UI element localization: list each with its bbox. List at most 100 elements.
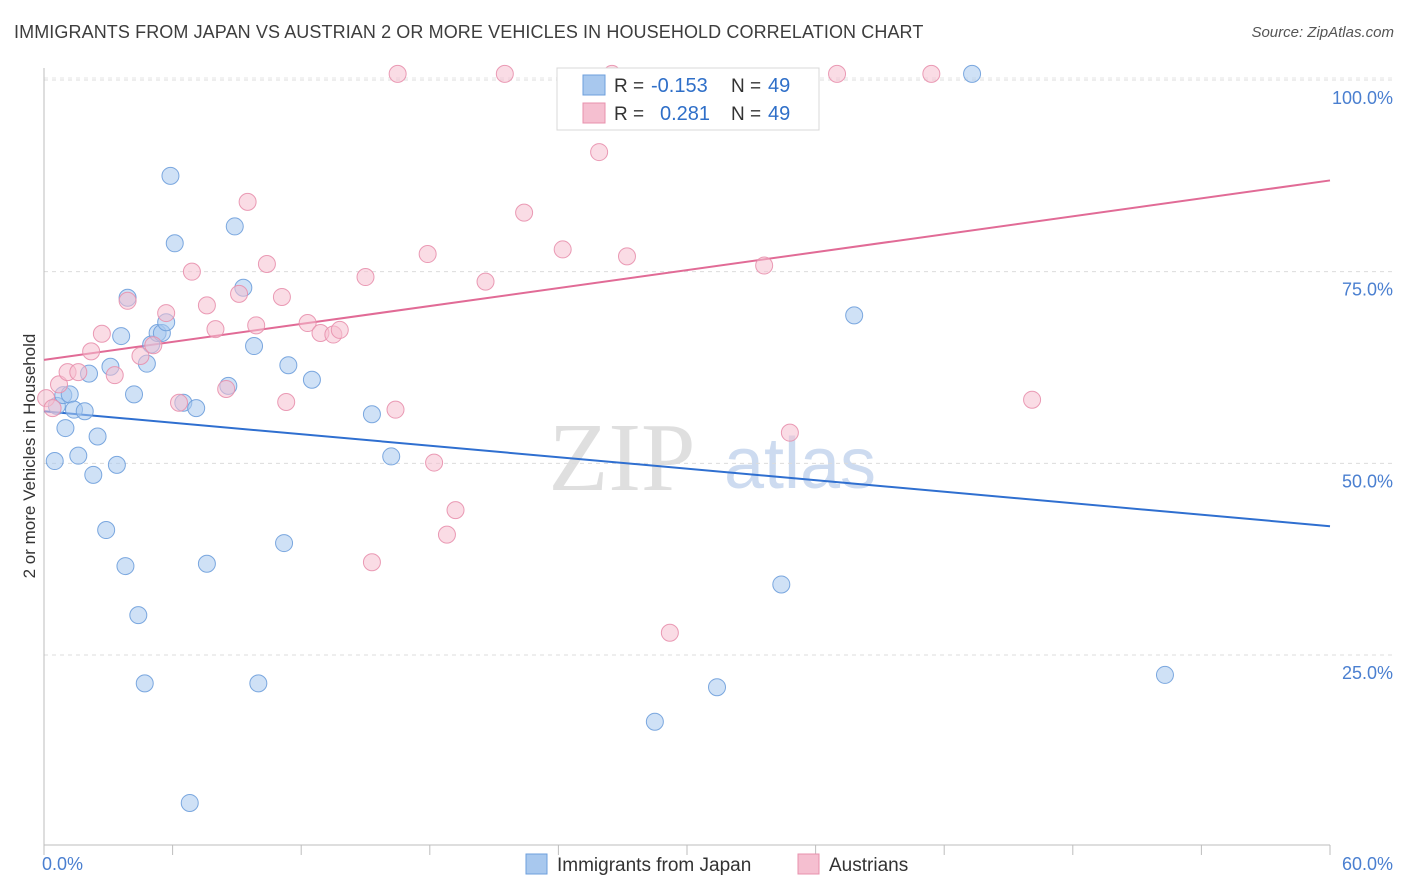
point-austrians — [495, 64, 514, 83]
legend-label-austrians: Austrians — [829, 855, 908, 876]
grid-lines — [44, 77, 1392, 656]
stats-r-label-austrians: R = — [614, 104, 644, 125]
y-tick-label: 25.0% — [1342, 663, 1393, 683]
point-austrians — [386, 400, 405, 419]
x-tick-label: 60.0% — [1342, 854, 1393, 874]
point-austrians — [425, 453, 444, 472]
tick-labels: 25.0% 50.0% 75.0% 100.0% 0.0% 60.0% — [42, 88, 1393, 874]
point-japan — [112, 327, 131, 346]
point-austrians — [247, 316, 266, 335]
point-austrians — [197, 296, 216, 315]
point-austrians — [590, 143, 609, 162]
y-tick-label: 100.0% — [1332, 88, 1393, 108]
point-japan — [161, 166, 180, 185]
point-japan — [180, 793, 199, 812]
point-austrians — [298, 314, 317, 333]
legend-swatch-austrians — [797, 853, 820, 875]
point-japan — [275, 534, 294, 553]
y-tick-label: 75.0% — [1342, 280, 1393, 300]
point-japan — [165, 234, 184, 253]
point-japan — [56, 419, 75, 438]
point-japan — [97, 521, 116, 540]
point-japan — [845, 306, 864, 325]
point-austrians — [206, 320, 225, 339]
point-japan — [249, 674, 268, 693]
point-austrians — [92, 324, 111, 343]
point-austrians — [144, 336, 163, 355]
point-japan — [129, 606, 148, 625]
point-austrians — [69, 363, 88, 382]
point-austrians — [553, 240, 572, 259]
stats-n-label-austrians: N = — [731, 104, 761, 125]
point-austrians — [388, 64, 407, 83]
y-tick-label: 50.0% — [1342, 471, 1393, 491]
legend: Immigrants from Japan Austrians — [525, 853, 908, 876]
stats-r-value-japan: -0.153 — [651, 75, 708, 97]
legend-swatch-japan — [525, 853, 548, 875]
axes — [43, 68, 1331, 855]
watermark: ZIP atlas — [549, 404, 877, 512]
point-austrians — [660, 623, 679, 642]
point-japan — [75, 402, 94, 421]
point-austrians — [476, 272, 495, 291]
point-austrians — [238, 192, 257, 211]
point-japan — [1155, 665, 1174, 684]
point-austrians — [157, 304, 176, 323]
point-austrians — [1023, 390, 1042, 409]
stats-n-value-austrians: 49 — [768, 103, 790, 125]
stats-n-value-japan: 49 — [768, 75, 790, 97]
chart-title: IMMIGRANTS FROM JAPAN VS AUSTRIAN 2 OR M… — [14, 22, 924, 42]
stats-box: R = -0.153 N = 49 R = 0.281 N = 49 — [556, 67, 820, 131]
point-austrians — [131, 347, 150, 365]
point-japan — [84, 465, 103, 484]
point-japan — [225, 217, 244, 236]
point-japan — [382, 447, 401, 466]
point-japan — [69, 446, 88, 465]
stats-swatch-japan — [582, 74, 606, 96]
stats-swatch-austrians — [582, 102, 606, 124]
point-austrians — [755, 256, 774, 275]
point-austrians — [922, 64, 941, 83]
point-japan — [963, 64, 982, 83]
point-austrians — [257, 255, 276, 273]
data-points — [37, 64, 1174, 812]
point-austrians — [515, 203, 534, 222]
stats-n-label-japan: N = — [731, 76, 761, 97]
point-austrians — [418, 245, 437, 264]
point-austrians — [446, 501, 465, 520]
point-austrians — [182, 262, 201, 281]
point-austrians — [780, 423, 799, 442]
point-austrians — [828, 64, 847, 83]
point-japan — [362, 405, 381, 424]
point-japan — [245, 337, 264, 356]
point-japan — [135, 674, 154, 693]
point-japan — [708, 678, 727, 697]
point-japan — [645, 712, 664, 731]
stats-r-value-austrians: 0.281 — [660, 103, 710, 125]
point-japan — [772, 575, 791, 594]
point-austrians — [356, 268, 375, 287]
point-japan — [187, 399, 206, 418]
point-austrians — [50, 375, 69, 394]
point-austrians — [230, 284, 249, 303]
point-austrians — [170, 393, 189, 412]
point-japan — [197, 554, 216, 573]
stats-r-label-japan: R = — [614, 76, 644, 97]
point-austrians — [118, 291, 137, 310]
point-austrians — [362, 553, 381, 572]
point-japan — [279, 356, 298, 375]
point-japan — [107, 455, 126, 474]
point-austrians — [82, 342, 101, 361]
trend-line-japan — [43, 410, 1331, 528]
point-austrians — [437, 525, 456, 544]
point-austrians — [43, 399, 62, 418]
point-austrians — [272, 287, 291, 306]
point-japan — [88, 427, 107, 446]
point-japan — [302, 370, 321, 389]
point-austrians — [277, 393, 296, 411]
point-austrians — [105, 366, 124, 385]
point-japan — [125, 385, 144, 404]
chart-source: Source: ZipAtlas.com — [1251, 24, 1394, 41]
point-austrians — [330, 320, 349, 339]
